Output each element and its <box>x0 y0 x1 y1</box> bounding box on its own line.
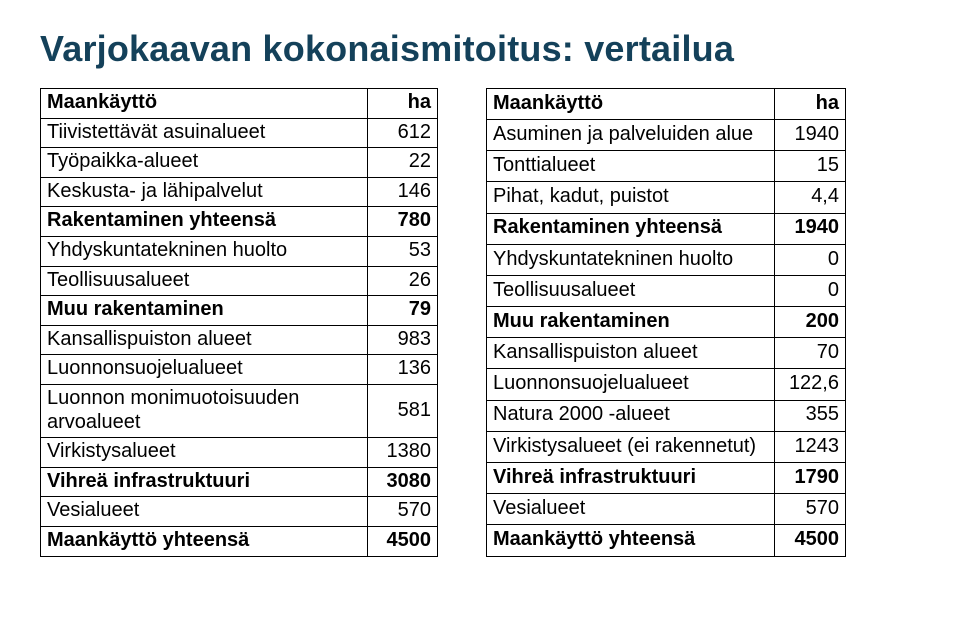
table-left-header-val: ha <box>367 89 437 119</box>
cell-label: Teollisuusalueet <box>41 266 368 296</box>
cell-label: Kansallispuiston alueet <box>41 325 368 355</box>
table-right-header-val: ha <box>775 89 846 120</box>
cell-value: 4,4 <box>775 182 846 213</box>
slide: { "title": "Varjokaavan kokonaismitoitus… <box>0 0 959 637</box>
table-row: Muu rakentaminen79 <box>41 296 438 326</box>
table-right-body: Maankäyttö ha Asuminen ja palveluiden al… <box>487 89 846 557</box>
table-row: Teollisuusalueet0 <box>487 275 846 306</box>
cell-value: 780 <box>367 207 437 237</box>
cell-label: Kansallispuiston alueet <box>487 338 775 369</box>
table-row: Rakentaminen yhteensä1940 <box>487 213 846 244</box>
cell-label: Tonttialueet <box>487 151 775 182</box>
cell-label: Maankäyttö yhteensä <box>41 526 368 556</box>
table-left-header-label: Maankäyttö <box>41 89 368 119</box>
cell-label: Luonnon monimuotoisuuden arvoalueet <box>41 384 368 437</box>
cell-value: 1790 <box>775 462 846 493</box>
table-row: Tiivistettävät asuinalueet612 <box>41 118 438 148</box>
cell-value: 200 <box>775 307 846 338</box>
cell-label: Vihreä infrastruktuuri <box>41 467 368 497</box>
cell-value: 3080 <box>367 467 437 497</box>
slide-title: Varjokaavan kokonaismitoitus: vertailua <box>40 28 919 70</box>
table-row: Muu rakentaminen200 <box>487 307 846 338</box>
cell-value: 355 <box>775 400 846 431</box>
table-right: Maankäyttö ha Asuminen ja palveluiden al… <box>486 88 846 557</box>
cell-value: 4500 <box>775 525 846 556</box>
table-row: Pihat, kadut, puistot4,4 <box>487 182 846 213</box>
table-row: Vihreä infrastruktuuri1790 <box>487 462 846 493</box>
table-right-header: Maankäyttö ha <box>487 89 846 120</box>
cell-value: 146 <box>367 177 437 207</box>
table-row: Keskusta- ja lähipalvelut146 <box>41 177 438 207</box>
table-row: Yhdyskuntatekninen huolto53 <box>41 236 438 266</box>
cell-label: Työpaikka-alueet <box>41 148 368 178</box>
cell-label: Luonnonsuojelualueet <box>41 355 368 385</box>
cell-value: 136 <box>367 355 437 385</box>
table-row: Luonnonsuojelualueet122,6 <box>487 369 846 400</box>
cell-value: 1380 <box>367 438 437 468</box>
cell-value: 612 <box>367 118 437 148</box>
cell-value: 570 <box>775 494 846 525</box>
table-row: Työpaikka-alueet22 <box>41 148 438 178</box>
cell-value: 53 <box>367 236 437 266</box>
cell-label: Vesialueet <box>487 494 775 525</box>
cell-value: 15 <box>775 151 846 182</box>
cell-label: Maankäyttö yhteensä <box>487 525 775 556</box>
table-row: Vesialueet570 <box>41 497 438 527</box>
table-row: Natura 2000 -alueet355 <box>487 400 846 431</box>
cell-label: Asuminen ja palveluiden alue <box>487 120 775 151</box>
table-row: Vesialueet570 <box>487 494 846 525</box>
cell-label: Rakentaminen yhteensä <box>487 213 775 244</box>
cell-value: 22 <box>367 148 437 178</box>
cell-label: Yhdyskuntatekninen huolto <box>41 236 368 266</box>
table-right-header-label: Maankäyttö <box>487 89 775 120</box>
table-row: Asuminen ja palveluiden alue1940 <box>487 120 846 151</box>
cell-label: Virkistysalueet (ei rakennetut) <box>487 431 775 462</box>
table-row: Virkistysalueet1380 <box>41 438 438 468</box>
table-row: Maankäyttö yhteensä4500 <box>41 526 438 556</box>
cell-value: 1243 <box>775 431 846 462</box>
table-row: Vihreä infrastruktuuri3080 <box>41 467 438 497</box>
cell-label: Yhdyskuntatekninen huolto <box>487 244 775 275</box>
cell-label: Muu rakentaminen <box>487 307 775 338</box>
cell-label: Vesialueet <box>41 497 368 527</box>
cell-value: 570 <box>367 497 437 527</box>
tables-container: Maankäyttö ha Tiivistettävät asuinalueet… <box>40 88 919 557</box>
table-row: Luonnonsuojelualueet136 <box>41 355 438 385</box>
cell-label: Muu rakentaminen <box>41 296 368 326</box>
cell-label: Virkistysalueet <box>41 438 368 468</box>
cell-label: Natura 2000 -alueet <box>487 400 775 431</box>
cell-value: 4500 <box>367 526 437 556</box>
cell-value: 0 <box>775 275 846 306</box>
table-row: Teollisuusalueet26 <box>41 266 438 296</box>
cell-value: 1940 <box>775 213 846 244</box>
cell-label: Pihat, kadut, puistot <box>487 182 775 213</box>
cell-value: 983 <box>367 325 437 355</box>
cell-value: 0 <box>775 244 846 275</box>
cell-label: Luonnonsuojelualueet <box>487 369 775 400</box>
table-row: Yhdyskuntatekninen huolto0 <box>487 244 846 275</box>
cell-label: Keskusta- ja lähipalvelut <box>41 177 368 207</box>
table-row: Tonttialueet15 <box>487 151 846 182</box>
table-row: Maankäyttö yhteensä4500 <box>487 525 846 556</box>
table-left-header: Maankäyttö ha <box>41 89 438 119</box>
table-left: Maankäyttö ha Tiivistettävät asuinalueet… <box>40 88 438 557</box>
table-row: Rakentaminen yhteensä780 <box>41 207 438 237</box>
cell-label: Teollisuusalueet <box>487 275 775 306</box>
table-row: Kansallispuiston alueet70 <box>487 338 846 369</box>
cell-value: 70 <box>775 338 846 369</box>
table-row: Luonnon monimuotoisuuden arvoalueet581 <box>41 384 438 437</box>
cell-value: 122,6 <box>775 369 846 400</box>
cell-label: Rakentaminen yhteensä <box>41 207 368 237</box>
cell-label: Tiivistettävät asuinalueet <box>41 118 368 148</box>
cell-value: 79 <box>367 296 437 326</box>
table-left-body: Maankäyttö ha Tiivistettävät asuinalueet… <box>41 89 438 557</box>
cell-value: 581 <box>367 384 437 437</box>
table-row: Virkistysalueet (ei rakennetut)1243 <box>487 431 846 462</box>
table-row: Kansallispuiston alueet983 <box>41 325 438 355</box>
cell-label: Vihreä infrastruktuuri <box>487 462 775 493</box>
cell-value: 26 <box>367 266 437 296</box>
cell-value: 1940 <box>775 120 846 151</box>
